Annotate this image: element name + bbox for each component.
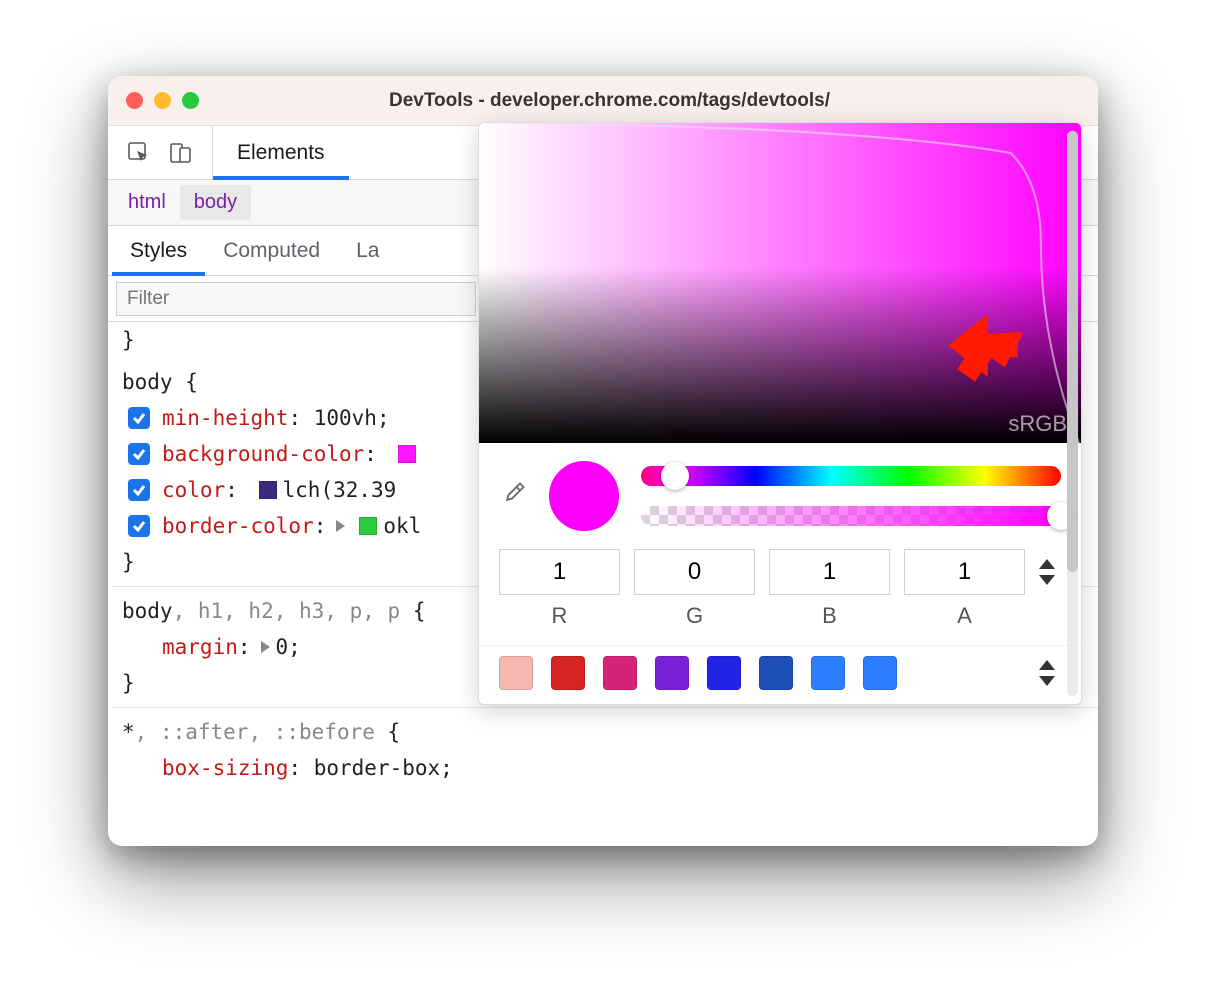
color-swatch-icon[interactable] xyxy=(359,517,377,535)
picker-controls-row xyxy=(479,443,1081,545)
titlebar: DevTools - developer.chrome.com/tags/dev… xyxy=(108,76,1098,126)
channel-input-a[interactable] xyxy=(904,549,1025,595)
tab-elements[interactable]: Elements xyxy=(213,126,349,179)
annotation-arrow-icon xyxy=(932,296,1022,386)
selector-text: body xyxy=(122,370,173,394)
subtab-styles[interactable]: Styles xyxy=(112,226,205,275)
devtools-window: DevTools - developer.chrome.com/tags/dev… xyxy=(108,76,1098,846)
declaration[interactable]: box-sizing: border-box; xyxy=(122,750,1098,786)
property-checkbox[interactable] xyxy=(128,407,150,429)
hue-slider[interactable] xyxy=(641,466,1061,486)
maximize-window-button[interactable] xyxy=(182,92,199,109)
color-picker: sRGB R G xyxy=(478,122,1082,705)
color-swatch-icon[interactable] xyxy=(398,445,416,463)
device-toolbar-icon[interactable] xyxy=(168,140,194,166)
channel-inputs: R G B A xyxy=(479,545,1081,645)
palette-swatch[interactable] xyxy=(655,656,689,690)
css-property: background-color xyxy=(162,436,364,472)
palette-swatch[interactable] xyxy=(811,656,845,690)
gamut-label: sRGB xyxy=(1008,411,1067,437)
css-value: 0 xyxy=(276,629,289,665)
window-title: DevTools - developer.chrome.com/tags/dev… xyxy=(199,90,1080,112)
channel-input-b[interactable] xyxy=(769,549,890,595)
close-window-button[interactable] xyxy=(126,92,143,109)
scrollbar-thumb[interactable] xyxy=(1067,131,1078,572)
channel-g: G xyxy=(634,549,755,629)
css-property: margin xyxy=(162,629,238,665)
palette-swatch[interactable] xyxy=(603,656,637,690)
styles-filter-input[interactable] xyxy=(116,282,476,316)
css-property: border-color xyxy=(162,508,314,544)
css-value: 100vh xyxy=(314,400,377,436)
spectrum-area[interactable]: sRGB xyxy=(479,123,1081,443)
css-property: box-sizing xyxy=(162,750,288,786)
css-value: lch(32.39 xyxy=(283,472,397,508)
subtab-layout[interactable]: La xyxy=(338,226,397,275)
palette-swatches xyxy=(479,645,1081,704)
palette-switcher[interactable] xyxy=(1039,660,1061,686)
chevron-up-icon xyxy=(1039,559,1055,569)
hue-slider-thumb[interactable] xyxy=(661,462,689,490)
panel-tabs: Elements xyxy=(213,126,349,179)
current-color-preview xyxy=(549,461,619,531)
property-checkbox[interactable] xyxy=(128,515,150,537)
chevron-down-icon xyxy=(1039,575,1055,585)
chevron-up-icon xyxy=(1039,660,1055,670)
channel-label: B xyxy=(769,603,890,629)
palette-swatch[interactable] xyxy=(863,656,897,690)
expand-shorthand-icon[interactable] xyxy=(336,520,345,532)
channel-label: A xyxy=(904,603,1025,629)
eyedropper-button[interactable] xyxy=(499,480,527,513)
picker-scrollbar[interactable] xyxy=(1067,131,1078,696)
inspect-element-icon[interactable] xyxy=(126,140,152,166)
css-property: color xyxy=(162,472,225,508)
breadcrumb-html[interactable]: html xyxy=(114,185,180,220)
css-value: okl xyxy=(383,508,421,544)
toolbar-icons xyxy=(108,126,213,179)
channel-r: R xyxy=(499,549,620,629)
color-swatch-icon[interactable] xyxy=(259,481,277,499)
minimize-window-button[interactable] xyxy=(154,92,171,109)
property-checkbox[interactable] xyxy=(128,443,150,465)
palette-swatch[interactable] xyxy=(499,656,533,690)
breadcrumb-body[interactable]: body xyxy=(180,185,251,220)
sliders xyxy=(641,466,1061,526)
style-rule: *, ::after, ::before { box-sizing: borde… xyxy=(112,708,1098,792)
subtab-computed[interactable]: Computed xyxy=(205,226,338,275)
palette-swatch[interactable] xyxy=(707,656,741,690)
property-checkbox[interactable] xyxy=(128,479,150,501)
expand-shorthand-icon[interactable] xyxy=(261,641,270,653)
css-property: min-height xyxy=(162,400,288,436)
rule-selector[interactable]: *, ::after, ::before { xyxy=(122,714,1098,750)
palette-swatch[interactable] xyxy=(759,656,793,690)
channel-label: G xyxy=(634,603,755,629)
alpha-slider[interactable] xyxy=(641,506,1061,526)
channel-label: R xyxy=(499,603,620,629)
traffic-lights xyxy=(126,92,199,109)
channel-a: A xyxy=(904,549,1025,629)
srgb-gamut-boundary xyxy=(479,123,1081,443)
palette-swatch[interactable] xyxy=(551,656,585,690)
channel-b: B xyxy=(769,549,890,629)
format-switcher[interactable] xyxy=(1039,549,1061,585)
css-value: border-box xyxy=(314,750,440,786)
channel-input-r[interactable] xyxy=(499,549,620,595)
channel-input-g[interactable] xyxy=(634,549,755,595)
chevron-down-icon xyxy=(1039,676,1055,686)
